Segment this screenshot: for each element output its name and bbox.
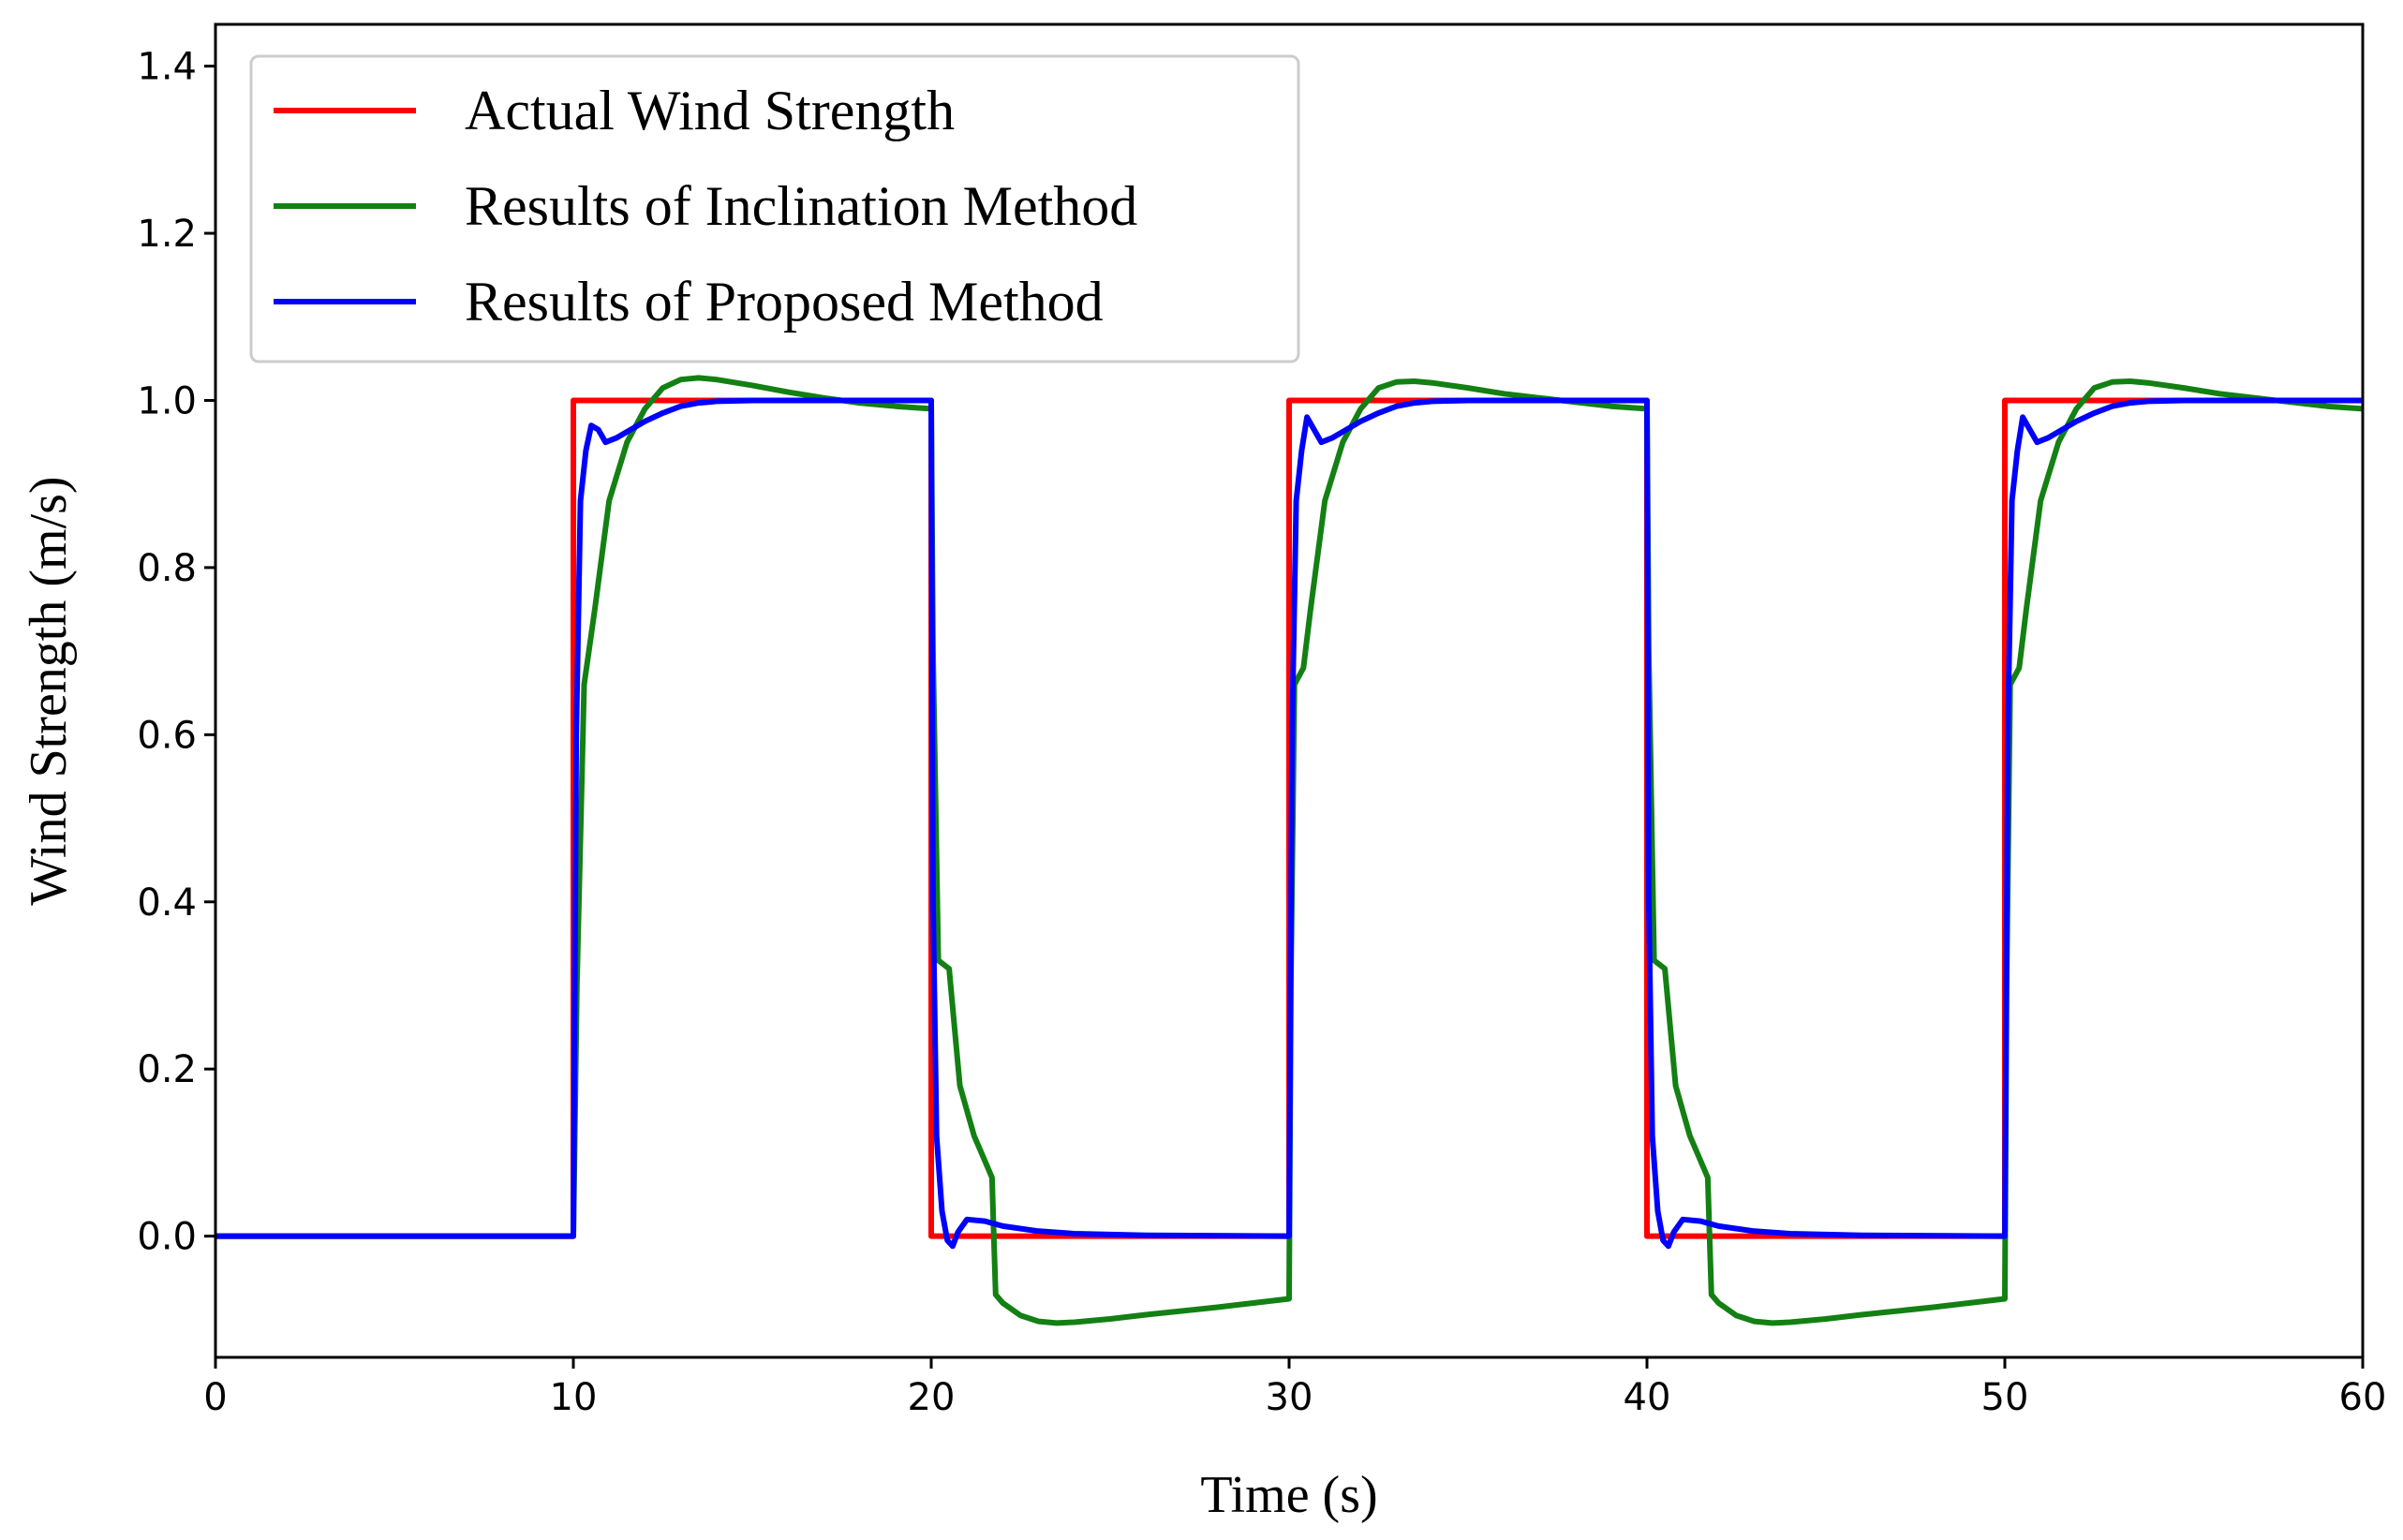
y-tick-label: 1.4 <box>137 46 197 89</box>
y-tick-label: 0.2 <box>137 1048 197 1091</box>
x-axis-title: Time (s) <box>1200 1466 1377 1524</box>
y-tick-label: 0.4 <box>137 881 197 925</box>
y-tick-label: 1.2 <box>137 213 197 256</box>
x-tick-label: 10 <box>550 1376 598 1419</box>
y-axis-title: Wind Strength (m/s) <box>20 476 78 905</box>
x-axis: 0 10 20 30 40 50 60 <box>203 1357 2386 1419</box>
series-layer <box>215 375 2363 1326</box>
y-tick-label: 0.6 <box>137 714 197 757</box>
y-tick-label: 1.0 <box>137 379 197 422</box>
x-tick-label: 0 <box>203 1376 227 1419</box>
series-line-results-of-proposed-method <box>215 397 2363 1250</box>
y-tick-label: 0.8 <box>137 547 197 590</box>
legend-label-actual-wind-strength: Actual Wind Strength <box>465 80 955 141</box>
x-tick-label: 40 <box>1624 1376 1671 1419</box>
legend-label-results-of-inclination-method: Results of Inclination Method <box>465 175 1137 237</box>
x-tick-label: 60 <box>2339 1376 2387 1419</box>
x-tick-label: 50 <box>1981 1376 2029 1419</box>
y-axis: 0.0 0.2 0.4 0.6 0.8 1.0 1.2 1.4 <box>137 46 215 1259</box>
y-tick-label: 0.0 <box>137 1216 197 1259</box>
legend: Actual Wind Strength Results of Inclinati… <box>249 54 1300 363</box>
x-tick-label: 30 <box>1266 1376 1313 1419</box>
legend-label-results-of-proposed-method: Results of Proposed Method <box>465 271 1104 333</box>
legend-box <box>249 54 1300 363</box>
x-tick-label: 20 <box>908 1376 956 1419</box>
